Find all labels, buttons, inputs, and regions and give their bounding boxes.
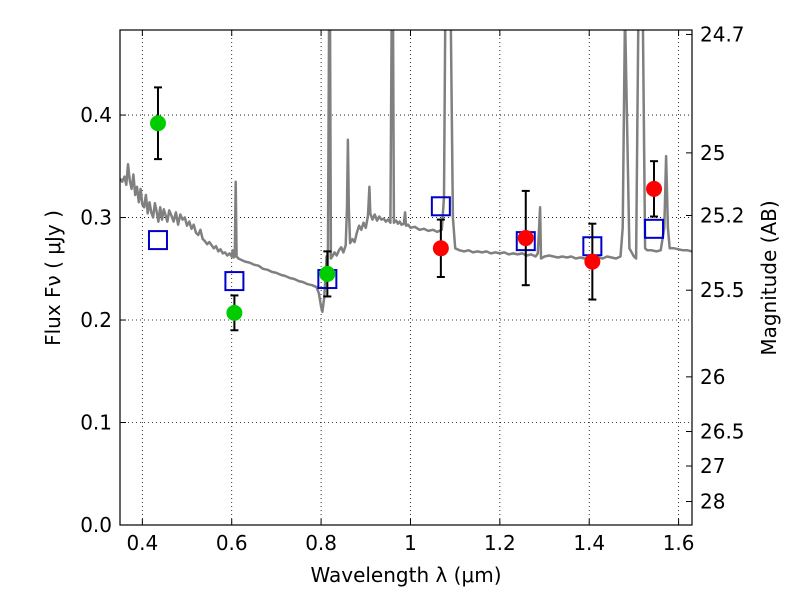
x-tick-label: 1.6	[663, 531, 695, 555]
observed-flux-point	[517, 230, 534, 247]
x-tick-label: 0.4	[126, 531, 158, 555]
plot-frame	[119, 29, 693, 526]
observed-flux-point	[149, 115, 166, 132]
mag-tick-label: 26	[700, 365, 725, 389]
y-tick-label: 0.3	[80, 206, 112, 230]
model-spectrum	[120, 30, 692, 314]
observed-flux-point	[646, 180, 663, 197]
observed-points	[149, 115, 663, 321]
x-tick-label: 1	[404, 531, 417, 555]
observed-flux-point	[584, 253, 601, 270]
grid	[120, 30, 692, 525]
model-photometry	[147, 196, 665, 292]
y-tick-label: 0.1	[80, 411, 112, 435]
mag-tick-label: 24.7	[700, 22, 745, 46]
observed-flux-point	[432, 240, 449, 257]
x-tick-label: 1.4	[573, 531, 605, 555]
x-tick-label: 0.6	[216, 531, 248, 555]
y-axis-right-label: Magnitude (AB)	[757, 200, 781, 355]
model-flux-box	[430, 196, 451, 217]
mag-tick-label: 25.2	[700, 203, 745, 227]
observed-flux-point	[226, 304, 243, 321]
x-tick-label: 0.8	[305, 531, 337, 555]
mag-tick-label: 26.5	[700, 420, 745, 444]
axes-ticks: 0.4 0.6 0.8 1 1.2 1.4 1.6 0.0 0.1 0.2 0.3 0.4 24.7 25…	[80, 22, 744, 555]
y-tick-label: 0.0	[80, 513, 112, 537]
model-flux-box	[147, 230, 168, 251]
x-tick-label: 1.2	[484, 531, 516, 555]
mag-tick-label: 25.5	[700, 278, 745, 302]
model-spectrum-line	[120, 30, 692, 314]
mag-tick-label: 28	[700, 490, 725, 514]
error-bars	[153, 86, 659, 332]
model-flux-box	[224, 271, 245, 292]
model-flux-box	[644, 218, 665, 239]
y-tick-label: 0.4	[80, 103, 112, 127]
mag-tick-label: 25	[700, 141, 725, 165]
y-tick-label: 0.2	[80, 308, 112, 332]
observed-flux-point	[319, 265, 336, 282]
x-axis-label: Wavelength λ (μm)	[310, 563, 501, 587]
y-axis-label: Flux Fν ( μJy )	[41, 210, 65, 346]
mag-tick-label: 27	[700, 454, 725, 478]
